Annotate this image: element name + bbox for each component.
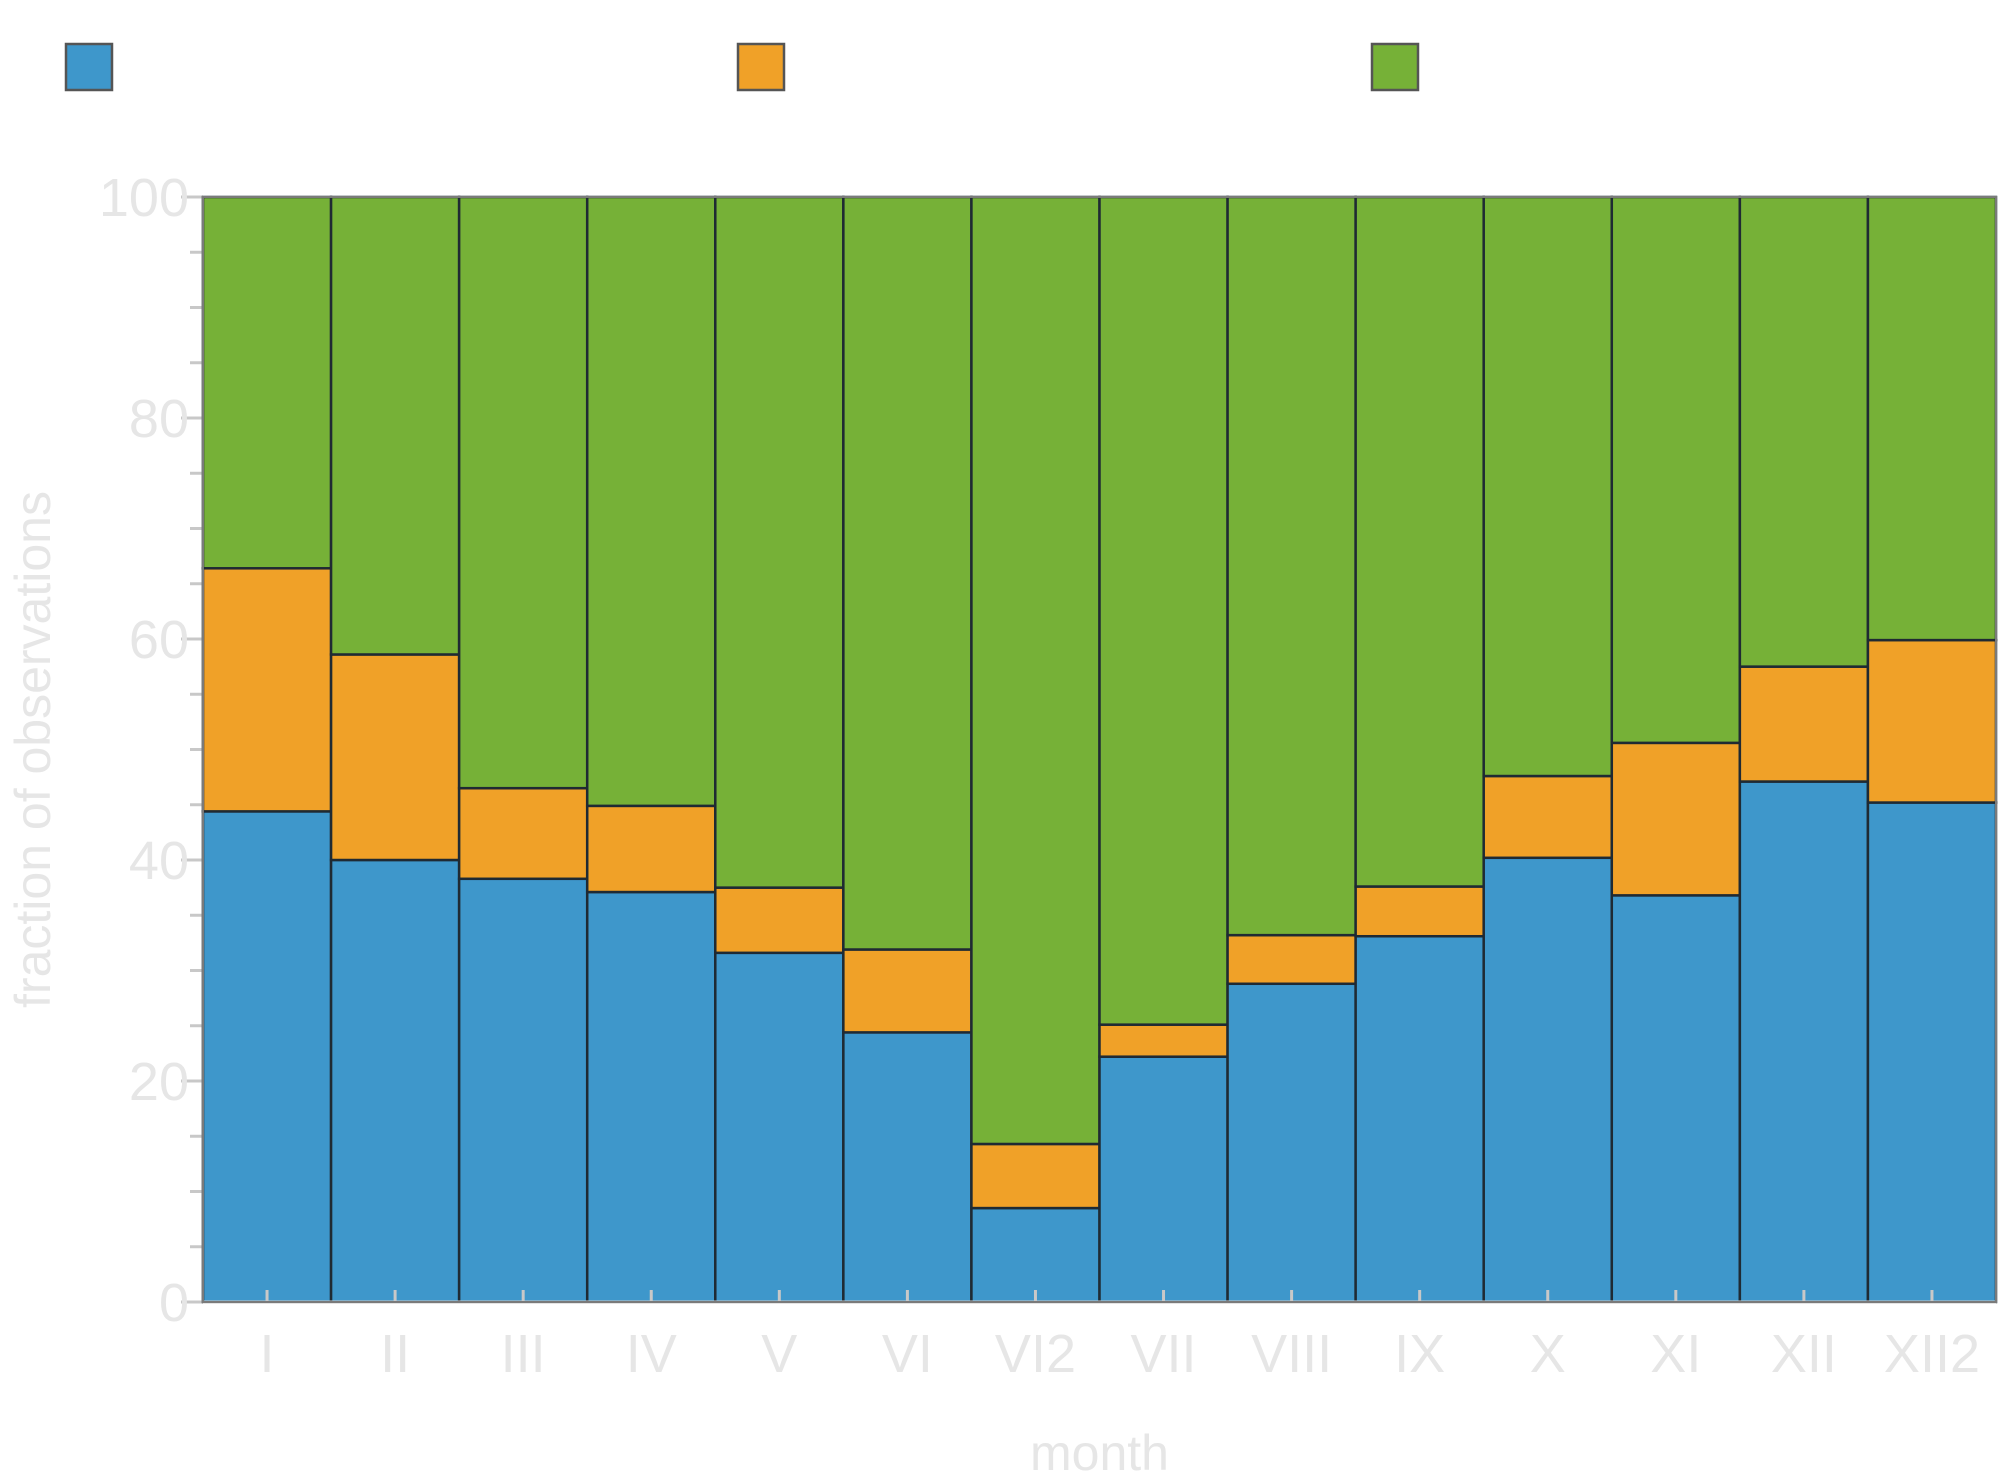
bar-segment-XII2-series-1 xyxy=(1866,801,1998,1304)
y-axis: 0 20 40 60 80 100 xyxy=(99,168,205,1333)
legend xyxy=(64,42,1420,92)
bar-segment-VI2-series-2 xyxy=(970,1142,1101,1210)
x-tick-label-III: III xyxy=(501,1324,546,1384)
bar-segment-VII-series-3 xyxy=(1098,195,1229,1026)
bar-segment-IV-series-1 xyxy=(585,890,717,1304)
bar-segment-VII-series-2 xyxy=(1098,1023,1229,1058)
bar-segment-II-series-1 xyxy=(329,858,461,1304)
bar-segment-XI-series-3 xyxy=(1610,195,1742,745)
bars xyxy=(201,195,1998,1304)
x-tick-label-VI: VI xyxy=(882,1324,933,1384)
bar-segment-VI-series-3 xyxy=(842,195,973,951)
x-tick-label-XII: XII xyxy=(1771,1324,1837,1384)
bar-segment-VIII-series-2 xyxy=(1226,933,1357,986)
y-axis-title: fraction of observations xyxy=(5,491,61,1008)
bar-segment-IX-series-1 xyxy=(1354,934,1485,1304)
bar-segment-XII2-series-3 xyxy=(1866,195,1998,642)
x-tick-label-VI2: VI2 xyxy=(995,1324,1076,1384)
legend-swatch-series-1 xyxy=(64,42,114,92)
x-axis: I II III IV V VI VI2 VII VIII IX X XI XII XII2 xyxy=(203,1290,1996,1384)
bar-segment-IX-series-3 xyxy=(1354,195,1485,888)
bar-segment-VIII-series-3 xyxy=(1226,195,1357,937)
y-tick-label-40: 40 xyxy=(129,831,189,891)
bar-segment-IV-series-2 xyxy=(585,804,717,894)
bar-segment-X-series-3 xyxy=(1482,195,1614,778)
bar-segment-XII2-series-2 xyxy=(1866,638,1998,804)
bar-segment-XII-series-3 xyxy=(1738,195,1870,668)
x-tick-label-V: V xyxy=(761,1324,797,1384)
bar-segment-IX-series-2 xyxy=(1354,885,1485,938)
y-tick-label-100: 100 xyxy=(99,168,189,228)
x-tick-label-XII2: XII2 xyxy=(1884,1324,1980,1384)
y-tick-label-60: 60 xyxy=(129,610,189,670)
bar-segment-III-series-1 xyxy=(457,877,589,1304)
y-tick-label-80: 80 xyxy=(129,389,189,449)
x-tick-label-VII: VII xyxy=(1131,1324,1197,1384)
bar-segment-I-series-1 xyxy=(201,810,333,1304)
legend-swatch-series-2 xyxy=(736,42,786,92)
bar-segment-III-series-3 xyxy=(457,195,589,790)
plot-frame xyxy=(202,196,1997,1303)
bar-segment-II-series-2 xyxy=(329,653,461,862)
bar-segment-XI-series-2 xyxy=(1610,741,1742,897)
bar-segment-XI-series-1 xyxy=(1610,894,1742,1304)
bar-segment-X-series-1 xyxy=(1482,856,1614,1304)
bar-segment-VII-series-1 xyxy=(1098,1055,1229,1304)
x-tick-label-X: X xyxy=(1530,1324,1566,1384)
bar-segment-I-series-2 xyxy=(201,567,333,813)
y-tick-label-0: 0 xyxy=(159,1273,189,1333)
x-tick-label-VIII: VIII xyxy=(1251,1324,1332,1384)
bar-segment-V-series-3 xyxy=(714,195,845,889)
x-tick-label-IV: IV xyxy=(626,1324,677,1384)
x-tick-label-II: II xyxy=(380,1324,410,1384)
bar-segment-VI2-series-1 xyxy=(970,1206,1101,1304)
x-tick-label-IX: IX xyxy=(1394,1324,1445,1384)
bar-segment-VI2-series-3 xyxy=(970,195,1101,1146)
x-tick-label-XI: XI xyxy=(1650,1324,1701,1384)
bar-segment-VI-series-1 xyxy=(842,1031,973,1304)
bar-segment-III-series-2 xyxy=(457,786,589,881)
bar-segment-X-series-2 xyxy=(1482,774,1614,860)
x-tick-label-I: I xyxy=(260,1324,275,1384)
bar-segment-V-series-2 xyxy=(714,886,845,955)
bar-segment-II-series-3 xyxy=(329,195,461,656)
bar-segment-IV-series-3 xyxy=(585,195,717,808)
bar-segment-V-series-1 xyxy=(714,951,845,1304)
bar-segment-VI-series-2 xyxy=(842,948,973,1034)
bar-segment-XII-series-1 xyxy=(1738,780,1870,1304)
y-tick-label-20: 20 xyxy=(129,1052,189,1112)
bar-segment-XII-series-2 xyxy=(1738,665,1870,783)
x-axis-title: month xyxy=(1030,1425,1169,1477)
bar-segment-I-series-3 xyxy=(201,195,333,570)
bar-segment-VIII-series-1 xyxy=(1226,982,1357,1304)
legend-swatch-series-3 xyxy=(1370,42,1420,92)
